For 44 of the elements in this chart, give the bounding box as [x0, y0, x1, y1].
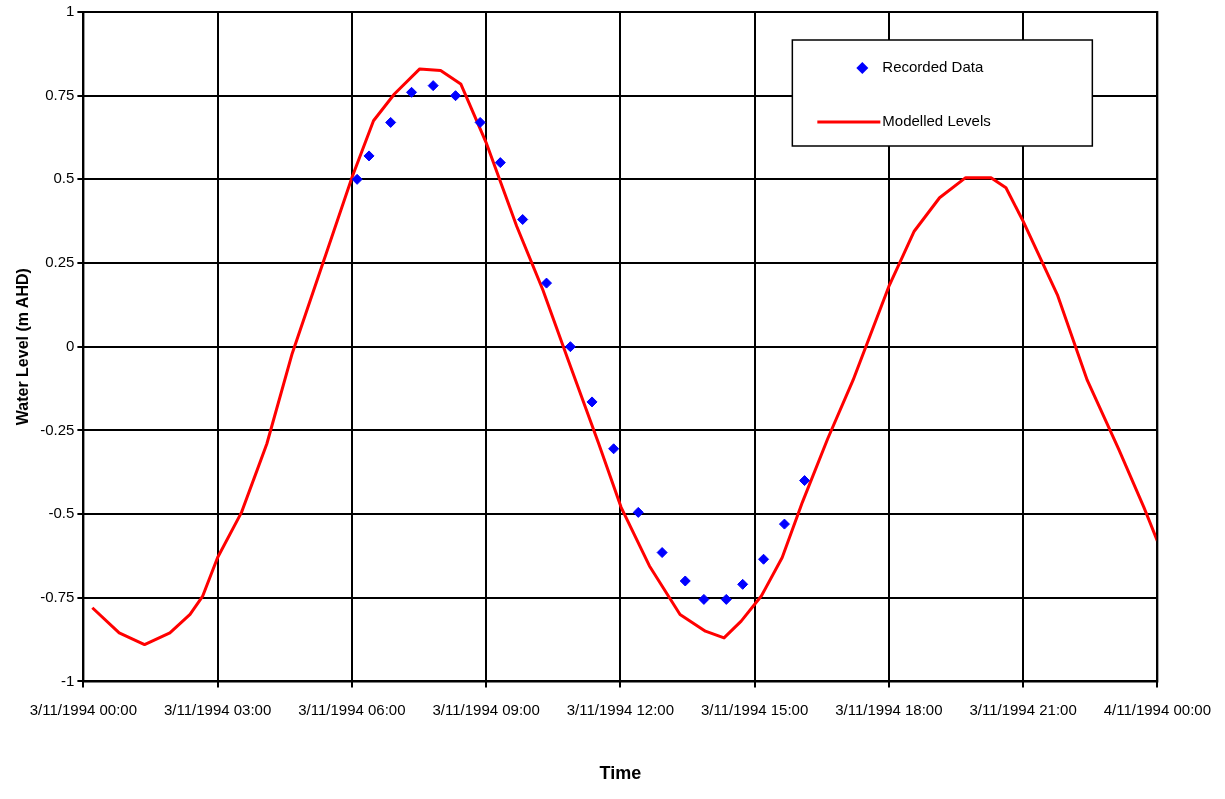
y-tick-label: 1: [66, 2, 75, 20]
point: [758, 553, 770, 565]
y-tick-label: 0: [66, 336, 75, 354]
y-axis-title: Water Level (m AHD): [14, 268, 32, 426]
x-tick-label: 3/11/1994 12:00: [566, 700, 675, 718]
point: [494, 157, 506, 169]
point: [737, 578, 749, 590]
point: [351, 173, 363, 185]
point: [517, 214, 529, 226]
legend-label: Modelled Levels: [882, 112, 991, 130]
point: [608, 443, 620, 455]
x-tick-label: 4/11/1994 00:00: [1103, 700, 1211, 718]
point: [698, 593, 710, 605]
x-tick-label: 3/11/1994 21:00: [969, 700, 1077, 718]
point: [450, 90, 462, 102]
point: [385, 116, 397, 128]
point: [656, 547, 668, 559]
y-tick-label: 0.25: [45, 253, 75, 271]
point: [586, 396, 598, 408]
x-tick-label: 3/11/1994 06:00: [298, 700, 406, 718]
point: [363, 150, 375, 162]
point: [427, 80, 439, 92]
point: [474, 116, 486, 128]
x-tick-label: 3/11/1994 09:00: [432, 700, 540, 718]
x-tick-label: 3/11/1994 18:00: [835, 700, 943, 718]
point: [778, 518, 790, 530]
point: [406, 86, 418, 98]
y-tick-label: 0.5: [53, 169, 75, 187]
point: [541, 277, 553, 289]
y-tick-label: -0.75: [40, 587, 75, 605]
point: [799, 475, 811, 487]
x-tick-label: 3/11/1994 03:00: [163, 700, 272, 718]
point: [720, 593, 732, 605]
y-tick-label: 0.75: [45, 85, 75, 103]
y-tick-label: -0.25: [40, 420, 75, 438]
y-tick-label: -0.5: [48, 504, 75, 522]
x-axis-title: Time: [599, 763, 642, 784]
point: [564, 341, 576, 353]
legend-label: Recorded Data: [882, 58, 984, 76]
x-tick-label: 3/11/1994 00:00: [29, 700, 138, 718]
point: [679, 575, 691, 587]
y-tick-label: -1: [61, 671, 75, 689]
x-tick-label: 3/11/1994 15:00: [700, 700, 809, 718]
point: [632, 506, 644, 518]
